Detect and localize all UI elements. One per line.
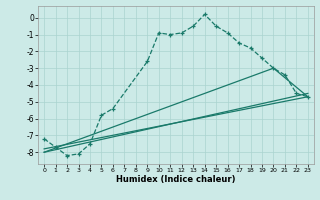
X-axis label: Humidex (Indice chaleur): Humidex (Indice chaleur) <box>116 175 236 184</box>
